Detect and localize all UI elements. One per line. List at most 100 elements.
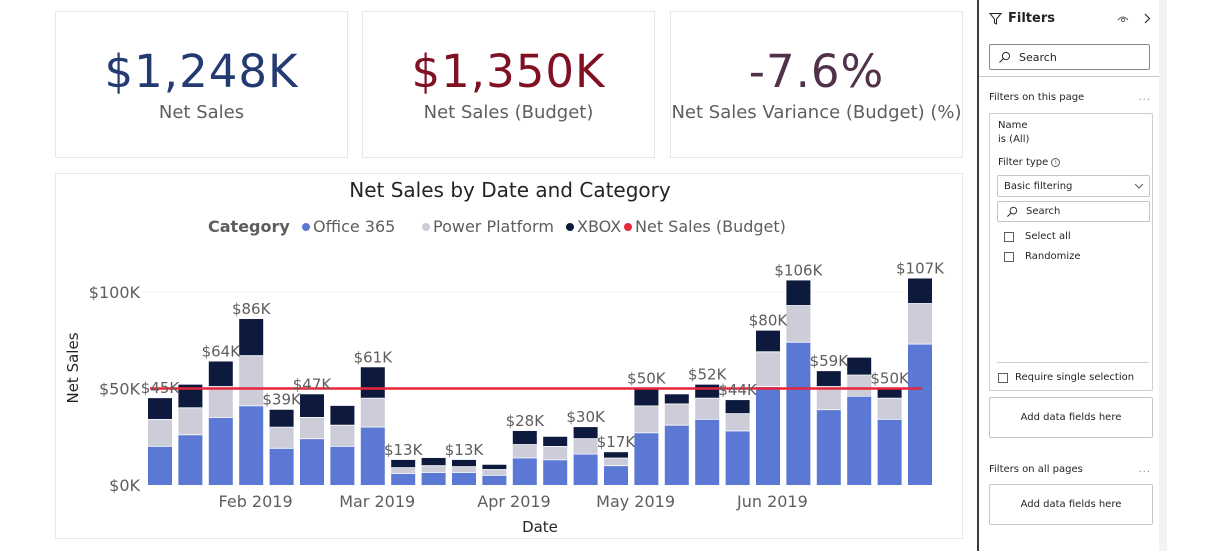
bar-segment-office-365[interactable] <box>604 465 628 485</box>
bar-segment-xbox[interactable] <box>452 459 476 467</box>
bar-segment-power-platform[interactable] <box>664 403 689 426</box>
bar-segment-office-365[interactable] <box>148 446 172 485</box>
filter-type-dropdown[interactable]: Basic filtering <box>997 175 1150 197</box>
bar-segment-office-365[interactable] <box>664 425 689 485</box>
bar-segment-office-365[interactable] <box>482 475 507 485</box>
bar-segment-office-365[interactable] <box>725 430 750 485</box>
filter-values-search-input[interactable]: Search <box>997 201 1150 222</box>
bar-segment-office-365[interactable] <box>847 396 872 485</box>
bar-stack[interactable] <box>695 384 720 485</box>
legend-item-label[interactable]: Office 365 <box>313 217 395 236</box>
bar-segment-xbox[interactable] <box>634 388 659 406</box>
bar-stack[interactable] <box>604 452 628 485</box>
bar-segment-power-platform[interactable] <box>208 386 233 418</box>
bar-segment-office-365[interactable] <box>330 446 355 485</box>
bar-stack[interactable] <box>847 357 872 485</box>
legend-item-label[interactable]: Power Platform <box>433 217 554 236</box>
option-randomize[interactable]: Randomize <box>1004 251 1081 262</box>
bar-segment-xbox[interactable] <box>360 367 385 399</box>
bar-segment-office-365[interactable] <box>695 419 720 485</box>
bar-stack[interactable] <box>391 459 416 485</box>
kpi-card-net-sales[interactable]: $1,248K Net Sales <box>55 11 348 158</box>
bar-stack[interactable] <box>208 361 233 485</box>
bar-segment-power-platform[interactable] <box>543 446 568 460</box>
bar-segment-power-platform[interactable] <box>452 466 476 473</box>
bar-segment-xbox[interactable] <box>604 452 628 458</box>
more-options-icon[interactable]: ... <box>1138 464 1151 475</box>
bar-segment-power-platform[interactable] <box>178 407 203 435</box>
bar-segment-office-365[interactable] <box>178 434 203 485</box>
option-select-all[interactable]: Select all <box>1004 231 1071 242</box>
bar-segment-office-365[interactable] <box>208 417 233 485</box>
bar-segment-office-365[interactable] <box>269 448 294 485</box>
bar-segment-power-platform[interactable] <box>634 405 659 433</box>
bar-segment-xbox[interactable] <box>391 459 416 468</box>
bar-segment-office-365[interactable] <box>816 409 841 485</box>
bar-segment-xbox[interactable] <box>725 400 750 414</box>
bar-segment-xbox[interactable] <box>208 361 233 387</box>
bar-segment-power-platform[interactable] <box>908 303 932 345</box>
bar-stack[interactable] <box>877 388 902 486</box>
bar-segment-office-365[interactable] <box>239 405 264 485</box>
bar-segment-xbox[interactable] <box>239 319 264 356</box>
checkbox[interactable] <box>998 372 1008 383</box>
bar-stack[interactable] <box>300 394 324 485</box>
bar-stack[interactable] <box>148 398 172 485</box>
bar-segment-office-365[interactable] <box>786 342 811 485</box>
bar-segment-power-platform[interactable] <box>330 425 355 447</box>
bar-segment-power-platform[interactable] <box>482 469 507 476</box>
net-sales-chart[interactable]: Net Sales by Date and Category Category O… <box>55 173 963 539</box>
bar-segment-xbox[interactable] <box>512 430 537 445</box>
bar-segment-xbox[interactable] <box>847 357 872 375</box>
bar-stack[interactable] <box>756 330 780 485</box>
bar-segment-xbox[interactable] <box>482 464 507 470</box>
filters-search-input[interactable]: Search <box>989 44 1150 70</box>
bar-stack[interactable] <box>421 457 446 485</box>
kpi-card-net-sales-variance[interactable]: -7.6% Net Sales Variance (Budget) (%) <box>670 11 963 158</box>
bar-segment-power-platform[interactable] <box>816 386 841 410</box>
bar-segment-power-platform[interactable] <box>725 413 750 431</box>
bar-stack[interactable] <box>330 405 355 485</box>
bar-stack[interactable] <box>634 388 659 486</box>
bar-stack[interactable] <box>908 278 932 485</box>
bar-stack[interactable] <box>239 319 264 485</box>
bar-segment-xbox[interactable] <box>300 394 324 418</box>
eye-icon[interactable] <box>1117 14 1129 23</box>
bar-segment-office-365[interactable] <box>512 457 537 485</box>
bar-segment-office-365[interactable] <box>543 459 568 485</box>
bar-stack[interactable] <box>452 459 476 485</box>
bar-segment-power-platform[interactable] <box>421 465 446 473</box>
add-all-pages-filter-dropzone[interactable]: Add data fields here <box>989 484 1153 525</box>
bar-stack[interactable] <box>512 430 537 485</box>
bar-segment-power-platform[interactable] <box>300 417 324 439</box>
add-page-filter-dropzone[interactable]: Add data fields here <box>989 397 1153 438</box>
bar-stack[interactable] <box>482 464 507 485</box>
bar-segment-office-365[interactable] <box>421 472 446 485</box>
filter-card-name[interactable]: Name is (All) Filter type i Basic filter… <box>989 113 1153 391</box>
bar-segment-power-platform[interactable] <box>847 374 872 397</box>
kpi-card-net-sales-budget[interactable]: $1,350K Net Sales (Budget) <box>362 11 655 158</box>
bar-segment-office-365[interactable] <box>908 344 932 485</box>
bar-segment-xbox[interactable] <box>756 330 780 352</box>
bar-segment-xbox[interactable] <box>421 457 446 466</box>
bar-segment-power-platform[interactable] <box>360 398 385 428</box>
bar-stack[interactable] <box>664 394 689 485</box>
bar-segment-power-platform[interactable] <box>391 467 416 474</box>
bar-stack[interactable] <box>816 371 841 485</box>
checkbox[interactable] <box>1004 251 1014 262</box>
bar-segment-power-platform[interactable] <box>877 398 902 420</box>
bar-stack[interactable] <box>725 400 750 485</box>
bar-segment-xbox[interactable] <box>178 384 203 408</box>
bar-segment-power-platform[interactable] <box>239 355 264 406</box>
bar-segment-power-platform[interactable] <box>512 444 537 458</box>
bar-segment-office-365[interactable] <box>360 427 385 485</box>
bar-segment-xbox[interactable] <box>330 405 355 426</box>
bar-segment-xbox[interactable] <box>664 394 689 404</box>
legend-item-label[interactable]: XBOX <box>577 217 621 236</box>
bar-segment-power-platform[interactable] <box>148 419 172 447</box>
bar-segment-power-platform[interactable] <box>695 398 720 420</box>
bar-segment-power-platform[interactable] <box>786 305 811 343</box>
bar-segment-office-365[interactable] <box>877 419 902 485</box>
bar-stack[interactable] <box>360 367 385 485</box>
bar-segment-xbox[interactable] <box>269 409 294 428</box>
